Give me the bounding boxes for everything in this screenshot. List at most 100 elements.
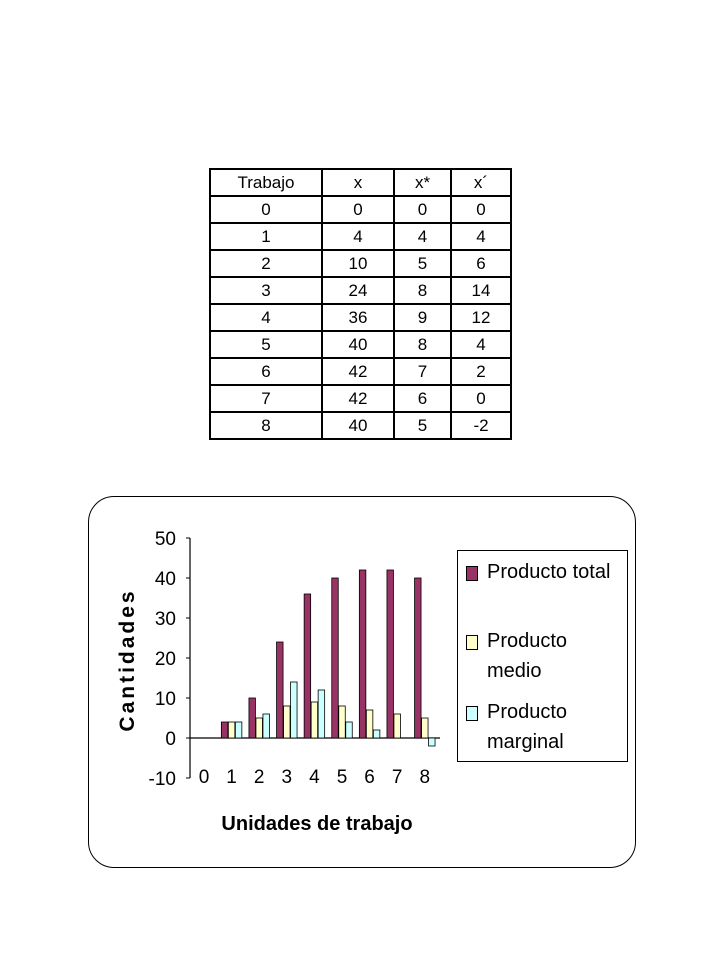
bar-producto-marginal-5 [345, 721, 353, 739]
x-tick-label: 0 [199, 767, 210, 788]
bar-producto-medio-5 [338, 705, 346, 739]
data-table: Trabajo x x* x´ 0 0 0 0 1 4 4 4 2 10 5 6… [209, 168, 512, 440]
x-tick-label: 5 [337, 767, 348, 788]
bar-producto-marginal-3 [290, 681, 298, 739]
x-axis-title: Unidades de trabajo [221, 813, 412, 835]
bar-producto-medio-4 [310, 701, 319, 739]
table-cell: 4 [450, 222, 512, 251]
table-cell: 6 [450, 249, 512, 278]
bar-producto-medio-3 [283, 705, 291, 739]
table-cell: 5 [393, 411, 452, 440]
x-tick-label: 1 [226, 767, 237, 788]
header-x-prime: x´ [450, 168, 512, 197]
legend-item-total: Producto total [466, 557, 627, 587]
table-cell: 1 [209, 222, 323, 251]
x-tick-label: 3 [282, 767, 293, 788]
bar-producto-medio-8 [421, 717, 429, 739]
bar-producto-total-4 [303, 593, 312, 739]
table-cell: 7 [393, 357, 452, 386]
legend: Producto total Producto medio Producto m… [457, 550, 628, 762]
y-tick-label: 50 [155, 529, 176, 550]
table-row: 8 40 5 -2 [209, 411, 512, 440]
table-cell: 6 [209, 357, 323, 386]
header-x-star: x* [393, 168, 452, 197]
bar-producto-total-5 [331, 577, 339, 739]
table-cell: 7 [209, 384, 323, 413]
table-cell: 5 [209, 330, 323, 359]
table-row: 2 10 5 6 [209, 249, 512, 278]
table-cell: 9 [393, 303, 452, 332]
table-cell: -2 [450, 411, 512, 440]
table-cell: 42 [321, 357, 395, 386]
bar-producto-medio-1 [227, 721, 236, 739]
header-x: x [321, 168, 395, 197]
table-cell: 5 [393, 249, 452, 278]
legend-swatch-total [466, 566, 478, 581]
table-row: 0 0 0 0 [209, 195, 512, 224]
table-cell: 0 [450, 384, 512, 413]
legend-label-medio: Producto medio [487, 630, 568, 682]
y-tick-label: 30 [155, 609, 176, 630]
x-tick-label: 2 [254, 767, 265, 788]
x-tick-label: 6 [364, 767, 375, 788]
bar-producto-marginal-4 [317, 689, 326, 739]
y-tick-label: 10 [155, 689, 176, 710]
table-cell: 40 [321, 330, 395, 359]
table-row: 3 24 8 14 [209, 276, 512, 305]
table-cell: 0 [393, 195, 452, 224]
table-row: 1 4 4 4 [209, 222, 512, 251]
bar-producto-medio-7 [393, 713, 401, 739]
x-tick-label: 8 [420, 767, 431, 788]
table-cell: 4 [450, 330, 512, 359]
bar-producto-marginal-2 [262, 713, 270, 739]
table-cell: 10 [321, 249, 395, 278]
table-cell: 2 [450, 357, 512, 386]
table-cell: 8 [393, 330, 452, 359]
table-cell: 3 [209, 276, 323, 305]
bar-producto-total-7 [386, 569, 394, 739]
y-axis-title: Cantidades [116, 588, 139, 731]
table-row: 6 42 7 2 [209, 357, 512, 386]
legend-item-medio: Producto medio [466, 626, 627, 686]
bar-producto-total-8 [414, 577, 422, 739]
table-cell: 8 [393, 276, 452, 305]
table-cell: 4 [209, 303, 323, 332]
bar-producto-medio-6 [365, 709, 374, 739]
table-cell: 12 [450, 303, 512, 332]
x-tick-label: 7 [392, 767, 403, 788]
table-cell: 14 [450, 276, 512, 305]
y-tick-label: 0 [165, 729, 176, 750]
table-row: 7 42 6 0 [209, 384, 512, 413]
table-cell: 8 [209, 411, 323, 440]
header-trabajo: Trabajo [209, 168, 323, 197]
bar-producto-total-2 [248, 697, 256, 739]
y-tick-label: -10 [149, 769, 176, 790]
legend-swatch-marginal [466, 706, 478, 721]
table-cell: 0 [321, 195, 395, 224]
legend-label-marginal: Producto marginal [487, 701, 568, 753]
x-tick-label: 4 [309, 767, 320, 788]
y-tick-label: 20 [155, 649, 176, 670]
table-cell: 6 [393, 384, 452, 413]
bar-producto-total-6 [358, 569, 367, 739]
y-tick-label: 40 [155, 569, 176, 590]
bar-producto-marginal-6 [372, 729, 381, 739]
table-cell: 0 [209, 195, 323, 224]
legend-item-marginal: Producto marginal [466, 697, 627, 757]
table-header-row: Trabajo x x* x´ [209, 168, 512, 197]
bar-producto-marginal-8 [428, 737, 436, 747]
table-cell: 0 [450, 195, 512, 224]
legend-swatch-medio [466, 635, 478, 650]
table-cell: 4 [321, 222, 395, 251]
table-cell: 2 [209, 249, 323, 278]
table-cell: 36 [321, 303, 395, 332]
table-cell: 42 [321, 384, 395, 413]
table-cell: 4 [393, 222, 452, 251]
bar-producto-total-1 [220, 721, 229, 739]
bar-producto-marginal-1 [234, 721, 243, 739]
table-row: 5 40 8 4 [209, 330, 512, 359]
legend-label-total: Producto total [487, 561, 611, 583]
table-row: 4 36 9 12 [209, 303, 512, 332]
